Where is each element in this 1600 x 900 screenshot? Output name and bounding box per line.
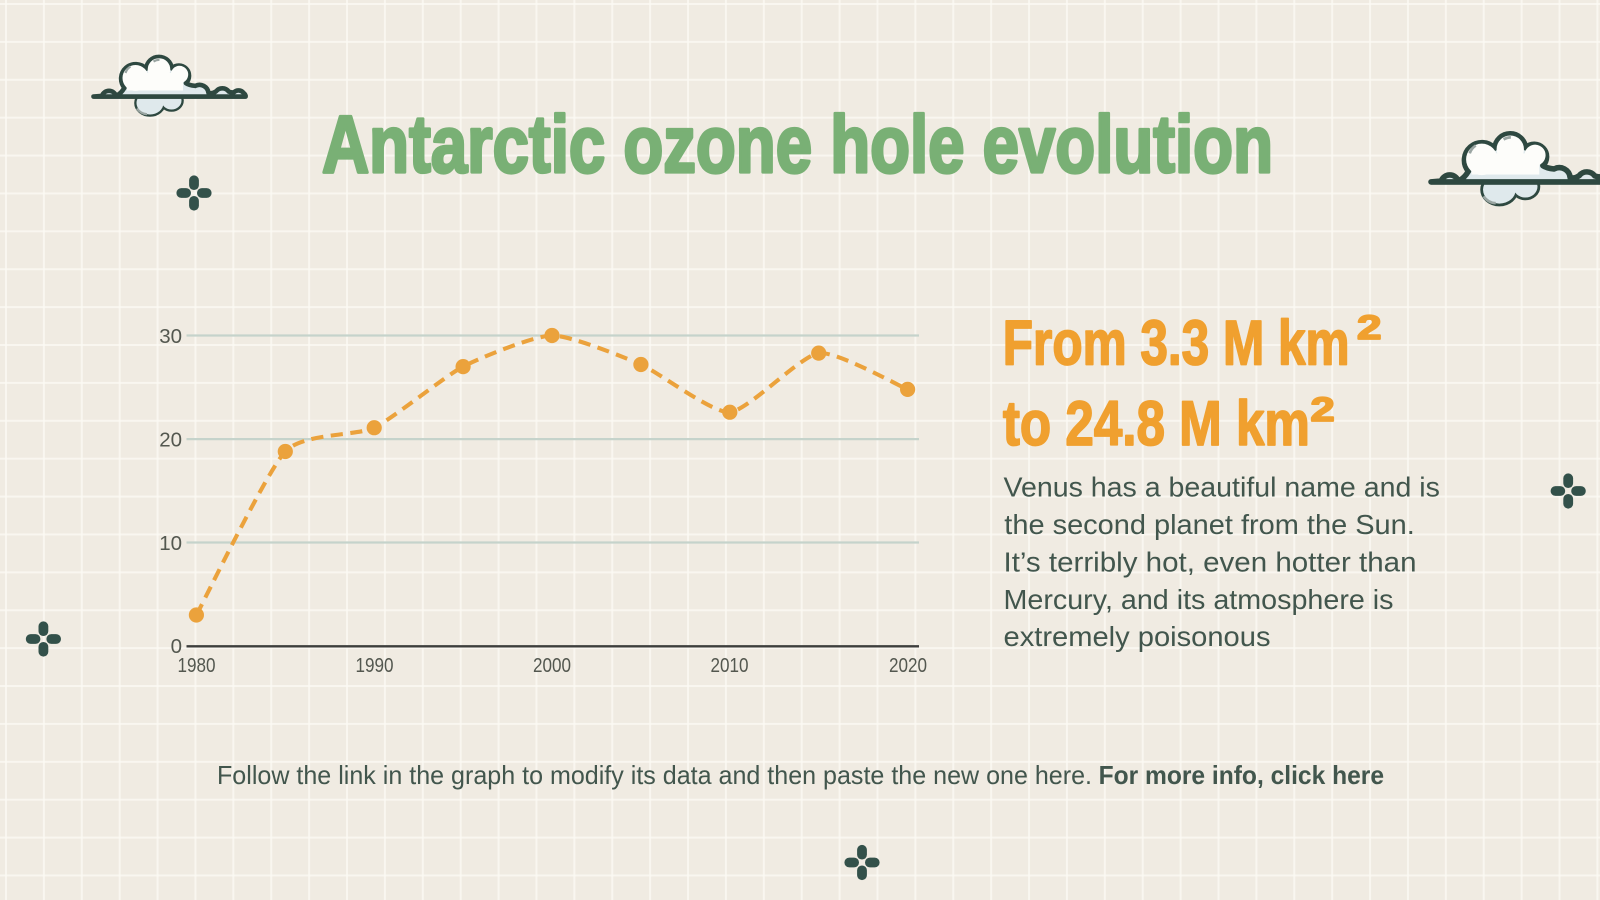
svg-text:extremely poisonous: extremely poisonous: [1004, 621, 1271, 652]
svg-text:For more info, click here: For more info, click here: [1099, 760, 1384, 790]
svg-text:30: 30: [159, 325, 182, 348]
svg-text:2000: 2000: [533, 654, 571, 677]
svg-text:0: 0: [171, 635, 182, 658]
svg-text:2: 2: [1357, 309, 1382, 347]
svg-text:From 3.3 M km: From 3.3 M km: [1003, 309, 1350, 379]
svg-text:2: 2: [1311, 391, 1335, 429]
svg-text:Antarctic ozone hole evolution: Antarctic ozone hole evolution: [322, 100, 1273, 190]
svg-text:20: 20: [159, 429, 182, 452]
svg-text:the second planet from the Sun: the second planet from the Sun.: [1004, 509, 1415, 540]
svg-text:10: 10: [159, 532, 182, 555]
svg-text:Venus has a beautiful name and: Venus has a beautiful name and is: [1004, 472, 1440, 503]
svg-text:2020: 2020: [889, 654, 927, 677]
svg-text:2010: 2010: [711, 654, 749, 677]
svg-text:Mercury, and its atmosphere is: Mercury, and its atmosphere is: [1004, 584, 1394, 615]
svg-text:1990: 1990: [356, 654, 394, 677]
svg-text:1980: 1980: [178, 654, 216, 677]
svg-text:It’s terribly hot, even hotter: It’s terribly hot, even hotter than: [1004, 546, 1417, 577]
svg-text:Follow the link in the graph t: Follow the link in the graph to modify i…: [217, 760, 1092, 790]
svg-text:to 24.8 M km: to 24.8 M km: [1003, 389, 1310, 459]
